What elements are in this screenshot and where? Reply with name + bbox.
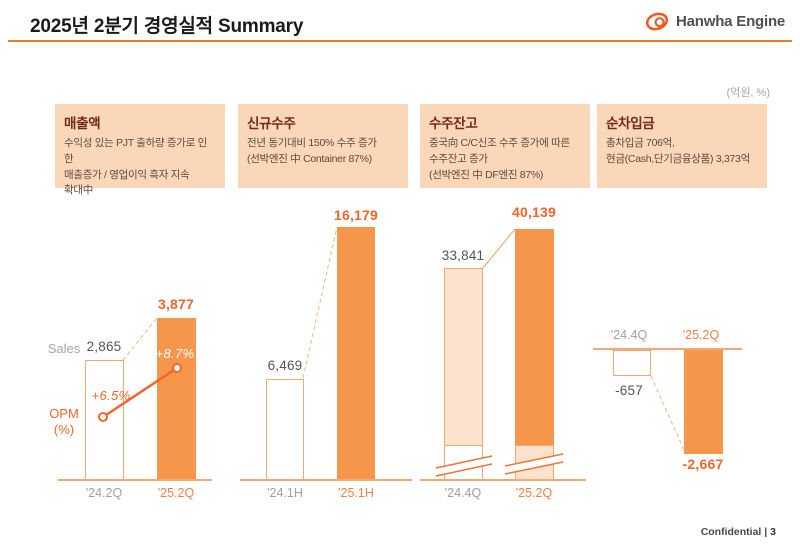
sales-value-24q2: 2,865 — [86, 339, 122, 354]
sales-bar-25q2 — [157, 317, 196, 480]
page-title: 2025년 2분기 경영실적 Summary — [30, 16, 304, 37]
footer: Confidential | 3 — [701, 526, 776, 538]
sales-x-axis — [58, 479, 212, 481]
confidential-label: Confidential — [700, 526, 762, 538]
backlog-value-25q2: 40,139 — [511, 204, 557, 220]
box-desc-net-debt: 총차입금 706억, 현금(Cash,단기금융상품) 3,373억 — [606, 137, 750, 165]
page-number: 3 — [770, 526, 776, 538]
orders-bar-25h1 — [337, 227, 375, 480]
summary-box-backlog: 수주잔고 중국向 C/C신조 수주 증가에 따른 수주잔고 증가 (선박엔진 中… — [420, 104, 590, 188]
orders-x-axis — [240, 479, 412, 481]
netdebt-bar-25q2 — [684, 350, 723, 454]
sales-bar-24q2 — [85, 360, 124, 480]
netdebt-cat-24q4: '24.4Q — [610, 328, 648, 342]
netdebt-value-24q4: -657 — [615, 383, 643, 398]
sales-value-25q2: 3,877 — [157, 296, 195, 312]
backlog-bar-24q4-base-segment — [444, 445, 483, 480]
backlog-cat-24q4: '24.4Q — [444, 486, 482, 500]
summary-box-new-orders: 신규수주 전년 동기대비 150% 수주 증가 (선박엔진 中 Containe… — [238, 104, 408, 188]
hanwha-engine-logo-icon — [645, 12, 669, 31]
backlog-bar-24q4 — [444, 268, 483, 480]
orders-cat-24h1: '24.1H — [267, 486, 303, 500]
summary-box-net-debt: 순차입금 총차입금 706억, 현금(Cash,단기금융상품) 3,373억 — [597, 104, 767, 188]
unit-label: (억원, %) — [726, 87, 770, 99]
backlog-x-axis — [420, 479, 586, 481]
box-title-sales: 매출액 — [64, 116, 101, 131]
netdebt-cat-25q2: '25.2Q — [682, 328, 720, 342]
logo-text: Hanwha Engine — [676, 12, 786, 30]
box-desc-new-orders: 전년 동기대비 150% 수주 증가 (선박엔진 中 Container 87%… — [247, 137, 377, 165]
netdebt-value-25q2: -2,667 — [682, 456, 724, 472]
box-title-backlog: 수주잔고 — [429, 116, 478, 131]
orders-growth-connector — [302, 226, 338, 379]
backlog-cat-25q2: '25.2Q — [515, 486, 553, 500]
title-divider — [8, 40, 792, 42]
sales-cat-24q2: '24.2Q — [85, 486, 123, 500]
sales-cat-25q2: '25.2Q — [157, 486, 195, 500]
box-desc-backlog: 중국向 C/C신조 수주 증가에 따른 수주잔고 증가 (선박엔진 中 DF엔진… — [429, 137, 570, 181]
orders-value-24h1: 6,469 — [267, 358, 303, 373]
footer-separator: | — [764, 526, 768, 538]
box-title-new-orders: 신규수주 — [247, 116, 296, 131]
opm-pct-24q2: +6.5% — [91, 388, 131, 403]
box-desc-sales: 수익성 있는 PJT 출하량 증가로 인한 매출증가 / 영업이익 흑자 지속 … — [64, 137, 207, 197]
orders-cat-25h1: '25.1H — [338, 486, 374, 500]
backlog-bar-25q2 — [515, 228, 554, 480]
summary-box-sales: 매출액 수익성 있는 PJT 출하량 증가로 인한 매출증가 / 영업이익 흑자… — [55, 104, 225, 196]
box-title-net-debt: 순차입금 — [606, 116, 655, 131]
backlog-value-24q4: 33,841 — [441, 248, 485, 263]
orders-value-25h1: 16,179 — [333, 207, 379, 223]
sales-series-label: Sales — [47, 341, 81, 356]
opm-pct-25q2: +8.7% — [155, 346, 195, 361]
netdebt-bar-24q4 — [613, 350, 651, 376]
backlog-bar-25q2-base-segment — [515, 445, 554, 480]
netdebt-x-axis — [593, 348, 742, 350]
logo: Hanwha Engine — [645, 9, 785, 33]
orders-bar-24h1 — [266, 379, 304, 480]
opm-series-label: OPM (%) — [49, 406, 79, 438]
